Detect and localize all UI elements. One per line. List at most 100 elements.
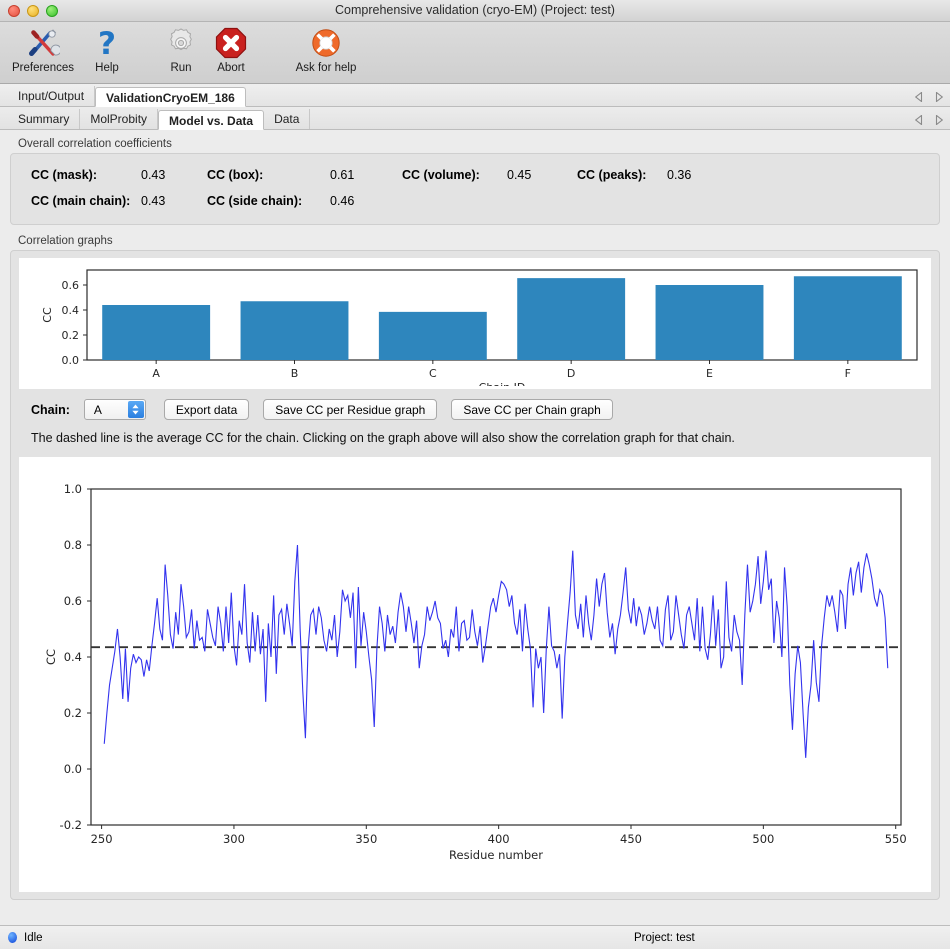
cc-box-value: 0.61	[330, 168, 355, 182]
bar-chain-A[interactable]	[102, 305, 211, 360]
primary-tabbar: Input/Output ValidationCryoEM_186	[0, 84, 950, 107]
line-x-tick-label: 400	[488, 832, 510, 846]
ask-for-help-button[interactable]: Ask for help	[278, 22, 374, 74]
secondary-tab-scroll-arrows	[914, 114, 944, 126]
help-label: Help	[95, 62, 119, 74]
status-text: Idle	[24, 931, 43, 944]
line-x-tick-label: 300	[223, 832, 245, 846]
cc-mask-value: 0.43	[141, 168, 166, 182]
save-cc-per-chain-graph-button[interactable]: Save CC per Chain graph	[451, 399, 613, 420]
primary-tab-scroll-arrows	[914, 91, 944, 103]
cc-per-chain-chart[interactable]: 0.0 0.2 0.4 0.6 CC A B C D E F Chain ID	[19, 258, 931, 394]
help-button[interactable]: ? Help	[82, 22, 132, 74]
cc-box-label: CC (box):	[207, 168, 264, 182]
line-x-tick-label: 500	[752, 832, 774, 846]
cc-mask-label: CC (mask):	[31, 168, 97, 182]
cc-per-residue-chart[interactable]: -0.2 0.0 0.2 0.4 0.6 0.8 1.0 250 300 350 400 450 500…	[19, 457, 931, 892]
line-y-tick-label: -0.2	[60, 818, 82, 832]
bar-x-tick-label: A	[152, 367, 160, 380]
bar-y-tick-label: 0.0	[62, 354, 80, 367]
status-indicator-icon	[8, 932, 17, 943]
cc-volume-label: CC (volume):	[402, 168, 480, 182]
chain-select[interactable]: A	[83, 399, 146, 420]
statusbar: Idle Project: test	[0, 925, 950, 949]
triangle-right-icon[interactable]	[934, 114, 944, 126]
close-window-button[interactable]	[8, 5, 20, 17]
line-x-tick-label: 250	[91, 832, 113, 846]
tools-icon	[26, 25, 60, 61]
correlation-graphs-panel: 0.0 0.2 0.4 0.6 CC A B C D E F Chain ID Chain: A Ex…	[10, 250, 940, 900]
line-y-tick-label: 0.4	[64, 650, 82, 664]
line-x-tick-label: 350	[355, 832, 377, 846]
run-button[interactable]: Run	[156, 22, 206, 74]
abort-button[interactable]: Abort	[206, 22, 256, 74]
line-x-axis-title: Residue number	[449, 848, 543, 862]
overall-cc-panel: CC (mask): 0.43 CC (box): 0.61 CC (volum…	[10, 153, 940, 225]
secondary-tabbar: Summary MolProbity Model vs. Data Data	[0, 107, 950, 130]
stop-x-icon	[214, 25, 248, 61]
tab-model-vs-data[interactable]: Model vs. Data	[158, 110, 265, 130]
line-y-axis-title: CC	[44, 649, 58, 665]
bar-x-tick-label: F	[845, 367, 851, 380]
cc-side-chain-value: 0.46	[330, 194, 355, 208]
chain-controls: Chain: A Export data Save CC per Residue…	[31, 399, 931, 420]
bar-y-axis-title: CC	[41, 307, 54, 323]
cc-peaks-label: CC (peaks):	[577, 168, 647, 182]
cc-main-chain-value: 0.43	[141, 194, 166, 208]
tab-data[interactable]: Data	[264, 109, 311, 129]
minimize-window-button[interactable]	[27, 5, 39, 17]
bar-plot-frame	[86, 269, 918, 361]
preferences-label: Preferences	[11, 62, 74, 74]
bar-x-tick-label: D	[567, 367, 575, 380]
window-title: Comprehensive validation (cryo-EM) (Proj…	[335, 3, 615, 17]
cc-per-residue-svg[interactable]: -0.2 0.0 0.2 0.4 0.6 0.8 1.0 250 300 350 400 450 500…	[19, 457, 931, 889]
cc-volume-value: 0.45	[507, 168, 532, 182]
line-x-tick-label: 550	[885, 832, 907, 846]
question-mark-icon: ?	[93, 25, 121, 61]
line-y-tick-label: 0.2	[64, 706, 82, 720]
line-y-tick-label: 0.8	[64, 538, 82, 552]
tab-summary[interactable]: Summary	[8, 109, 81, 129]
window-controls	[8, 5, 58, 17]
bar-y-tick-label: 0.2	[62, 329, 80, 342]
line-y-tick-label: 1.0	[64, 482, 82, 496]
chevron-updown-icon[interactable]	[127, 401, 144, 418]
correlation-graphs-group-label: Correlation graphs	[18, 235, 113, 247]
line-x-tick-label: 450	[620, 832, 642, 846]
bar-chain-B[interactable]	[240, 301, 349, 360]
triangle-right-icon[interactable]	[934, 91, 944, 103]
dashed-line-hint: The dashed line is the average CC for th…	[31, 431, 735, 445]
tab-validationcryoem-186[interactable]: ValidationCryoEM_186	[95, 87, 246, 107]
tab-molprobity[interactable]: MolProbity	[80, 109, 159, 129]
line-y-tick-label: 0.6	[64, 594, 82, 608]
bar-x-tick-label: C	[429, 367, 437, 380]
maximize-window-button[interactable]	[46, 5, 58, 17]
line-y-tick-label: 0.0	[64, 762, 82, 776]
overall-cc-group-label: Overall correlation coefficients	[18, 138, 172, 150]
bar-chain-F[interactable]	[793, 276, 902, 360]
bar-x-axis-title: Chain ID	[479, 381, 526, 386]
abort-label: Abort	[217, 62, 245, 74]
tab-input-output[interactable]: Input/Output	[8, 86, 96, 106]
triangle-left-icon[interactable]	[914, 91, 924, 103]
triangle-left-icon[interactable]	[914, 114, 924, 126]
bar-chain-E[interactable]	[655, 285, 764, 360]
save-cc-per-residue-graph-button[interactable]: Save CC per Residue graph	[263, 399, 438, 420]
cc-per-residue-line	[103, 544, 889, 758]
bar-y-tick-label: 0.6	[62, 279, 80, 292]
line-plot-frame	[90, 488, 902, 826]
preferences-button[interactable]: Preferences	[4, 22, 82, 74]
lifering-icon	[309, 25, 343, 61]
chain-label: Chain:	[31, 402, 70, 417]
cc-per-chain-svg[interactable]: 0.0 0.2 0.4 0.6 CC A B C D E F Chain ID	[19, 258, 931, 394]
cc-main-chain-label: CC (main chain):	[31, 194, 131, 208]
bar-chain-C[interactable]	[378, 311, 487, 360]
export-data-button[interactable]: Export data	[163, 399, 250, 420]
bar-chain-D[interactable]	[517, 278, 626, 360]
overall-cc-row-2: CC (main chain): 0.43 CC (side chain): 0…	[21, 188, 929, 214]
ask-for-help-label: Ask for help	[295, 62, 357, 74]
cc-peaks-value: 0.36	[667, 168, 692, 182]
bar-x-tick-label: B	[291, 367, 299, 380]
main-content: Overall correlation coefficients CC (mas…	[0, 130, 950, 900]
project-label: Project: test	[634, 931, 695, 944]
